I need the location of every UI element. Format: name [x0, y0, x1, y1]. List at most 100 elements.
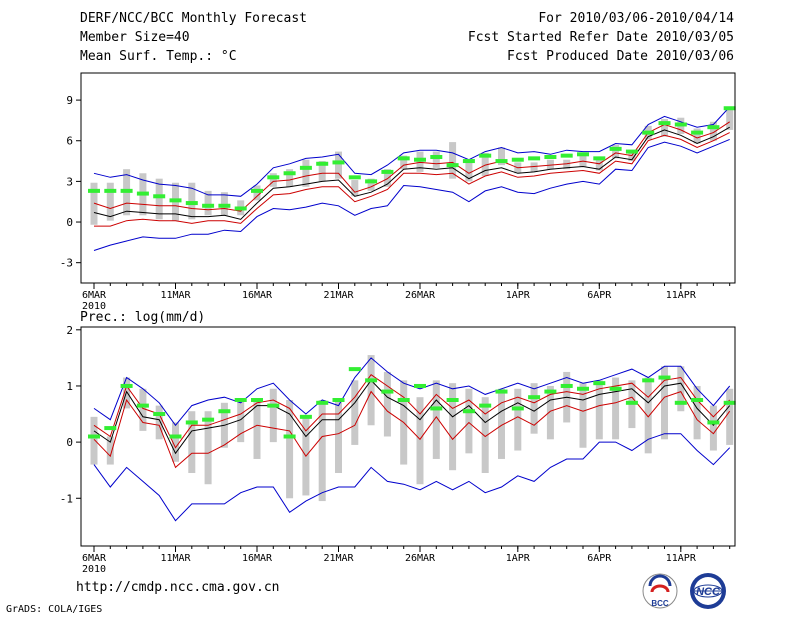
prec-spread-bar — [155, 405, 163, 440]
temp-y-tick-label: -3 — [60, 257, 73, 270]
prec-observed-marker — [120, 383, 133, 388]
temp-spread-bar — [220, 192, 228, 216]
temp-observed-marker — [153, 194, 166, 199]
temp-variable-label: Mean Surf. Temp.: °C — [80, 49, 237, 64]
temp-x-tick-label: 6MAR — [82, 290, 107, 301]
prec-y-tick-label: 1 — [66, 380, 73, 393]
prec-x-tick-label: 1APR — [506, 553, 531, 564]
temp-y-tick-label: 6 — [66, 135, 73, 148]
prec-observed-marker — [446, 398, 459, 402]
prec-observed-marker — [332, 398, 345, 402]
temp-observed-marker — [625, 149, 638, 154]
prec-spread-bar — [661, 366, 668, 440]
prec-observed-marker — [723, 400, 736, 405]
prec-observed-marker — [462, 409, 475, 414]
temp-observed-marker — [511, 157, 524, 162]
temp-spread-bar — [595, 159, 603, 171]
temp-spread-bar — [204, 190, 212, 216]
prec-x-tick-label: 6APR — [587, 553, 612, 564]
temp-x-tick-label: 21MAR — [323, 290, 354, 301]
temp-spread-bar — [351, 180, 359, 197]
prec-spread-bar — [188, 411, 196, 473]
temp-x-tick-label: 6APR — [587, 290, 612, 301]
prec-spread-bar — [432, 380, 440, 459]
temp-x-tick-label: 16MAR — [242, 290, 273, 301]
temp-observed-marker — [316, 161, 329, 166]
temp-observed-marker — [544, 155, 557, 159]
prec-observed-marker — [691, 398, 704, 402]
temp-x-tick-label: 1APR — [506, 290, 531, 301]
temp-observed-marker — [593, 156, 606, 161]
prec-spread-bar — [90, 416, 98, 465]
temp-observed-marker — [609, 146, 622, 151]
temp-observed-marker — [299, 165, 312, 170]
prec-frame — [80, 326, 736, 547]
prec-x-tick-label: 6MAR — [82, 553, 107, 564]
temp-spread-bar — [612, 144, 620, 159]
prec-spread-bar — [514, 388, 522, 451]
temp-spread-bar — [367, 178, 375, 191]
temp-observed-marker — [577, 152, 589, 157]
temp-spread-bar — [155, 178, 163, 220]
prec-observed-marker — [511, 406, 524, 411]
temp-x-tick-label: 11APR — [666, 290, 697, 301]
temp-spread-bar — [400, 155, 408, 170]
temp-x-tick-label: 26MAR — [405, 290, 436, 301]
prec-observed-marker — [625, 400, 638, 405]
temp-observed-marker — [169, 198, 182, 203]
ncc-logo: NCC — [690, 573, 726, 609]
temp-observed-marker — [120, 188, 133, 193]
prec-ensemble-mean-line — [93, 379, 731, 455]
temp-observed-marker — [707, 125, 720, 130]
temp-observed-marker — [234, 206, 247, 211]
temp-spread-bar — [726, 108, 734, 130]
ncc-logo-text: NCC — [696, 586, 721, 598]
prec-spread-bar — [709, 405, 717, 451]
prec-spread-bar — [318, 400, 326, 502]
temp-spread-bar — [628, 151, 636, 162]
prec-observed-marker — [397, 398, 410, 402]
prec-spread-bar — [383, 371, 391, 437]
prec-observed-marker — [609, 386, 622, 391]
prec-outer-lower-line — [93, 433, 731, 522]
temp-observed-marker — [251, 188, 263, 193]
temp-spread-bar — [563, 159, 571, 170]
temp-observed-marker — [430, 155, 443, 159]
refer-date: Fcst Started Refer Date 2010/03/05 — [467, 30, 734, 45]
produced-date: Fcst Produced Date 2010/03/06 — [507, 49, 734, 64]
temp-outer-upper-line — [93, 106, 731, 197]
prec-y-tick-label: 2 — [66, 324, 73, 337]
prec-spread-bar — [677, 366, 685, 412]
temp-observed-marker — [462, 159, 475, 164]
temp-observed-marker — [642, 130, 655, 135]
prec-observed-marker — [658, 375, 671, 380]
prec-observed-marker — [299, 414, 312, 419]
temp-observed-marker — [218, 203, 231, 208]
temp-observed-marker — [283, 171, 296, 176]
temp-observed-marker — [446, 163, 459, 168]
temp-spread-bar — [253, 185, 261, 201]
temp-spread-bar — [90, 182, 98, 225]
prec-observed-marker — [234, 398, 247, 402]
prec-spread-bar — [416, 397, 424, 485]
prec-x-tick-label: 21MAR — [323, 553, 354, 564]
temp-y-tick-label: 9 — [66, 94, 73, 107]
temp-frame — [80, 72, 736, 284]
prec-observed-marker — [316, 400, 329, 405]
prec-inner-lower-line — [93, 390, 731, 469]
prec-spread-bar — [106, 436, 114, 465]
temp-observed-marker — [479, 153, 492, 158]
prec-x-tick-label: 26MAR — [405, 553, 436, 564]
temp-observed-marker — [136, 191, 149, 196]
prec-spread-bar — [693, 385, 701, 440]
prec-outer-upper-line — [93, 357, 731, 427]
prec-x-year-label: 2010 — [82, 564, 106, 575]
temp-spread-bar — [106, 182, 114, 221]
temp-spread-bar — [693, 128, 701, 144]
prec-spread-bar — [644, 377, 652, 454]
prec-observed-marker — [153, 412, 166, 417]
temp-observed-marker — [528, 156, 541, 161]
prec-spread-bar — [498, 388, 505, 459]
temp-y-tick-label: 0 — [66, 216, 73, 229]
temp-observed-marker — [495, 159, 508, 164]
